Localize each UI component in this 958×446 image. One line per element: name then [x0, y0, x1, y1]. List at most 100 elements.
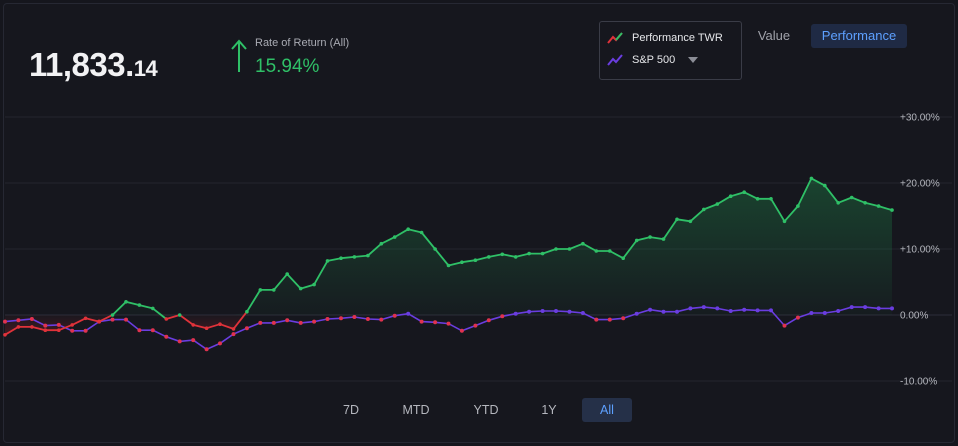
sp500-point	[312, 319, 317, 324]
performance-point	[124, 300, 128, 304]
performance-line-segment	[702, 203, 719, 211]
sp500-point	[755, 308, 760, 313]
performance-line-segment	[125, 300, 141, 307]
performance-line-segment	[850, 196, 866, 204]
sp500-point	[298, 320, 303, 325]
sp500-point	[863, 305, 868, 310]
performance-point	[151, 306, 155, 311]
performance-point	[688, 219, 693, 224]
performance-line-segment	[770, 197, 786, 223]
performance-line-segment	[219, 323, 235, 330]
performance-line-segment	[783, 205, 799, 223]
sp500-point	[70, 328, 75, 333]
performance-line-segment	[823, 184, 840, 204]
performance-line-segment	[245, 288, 262, 313]
sp500-point	[459, 328, 464, 333]
performance-point	[191, 323, 195, 327]
sp500-point	[191, 338, 196, 343]
sp500-point	[218, 341, 222, 346]
performance-line-segment	[568, 242, 584, 250]
performance-point	[540, 251, 545, 256]
performance-point	[57, 328, 61, 333]
performance-line-segment	[30, 325, 47, 332]
legend-item-performance[interactable]: Performance TWR	[607, 30, 723, 46]
sp500-point	[594, 317, 599, 322]
performance-point	[16, 325, 21, 329]
sp500-point	[486, 318, 491, 323]
sp500-point	[715, 306, 720, 311]
performance-line-segment	[434, 248, 450, 267]
performance-line-segment	[380, 236, 396, 245]
performance-line-segment	[272, 273, 289, 291]
portfolio-value-cents: 14	[133, 56, 158, 81]
performance-point	[339, 256, 343, 261]
range-button-1y[interactable]: 1Y	[541, 403, 557, 417]
rate-of-return-label: Rate of Return (All)	[255, 37, 350, 49]
performance-point	[379, 241, 384, 246]
sp500-point	[795, 315, 800, 320]
sp500-point	[433, 320, 438, 325]
sp500-point	[728, 309, 733, 313]
sp500-point	[124, 317, 128, 322]
range-button-all[interactable]: All	[582, 398, 632, 422]
sp500-point	[325, 317, 330, 321]
range-button-mtd[interactable]: MTD	[402, 403, 430, 417]
performance-point	[285, 272, 290, 276]
performance-line-segment	[71, 317, 87, 326]
range-button-ytd[interactable]: YTD	[473, 403, 499, 417]
performance-line-segment	[4, 325, 20, 336]
performance-point	[661, 237, 666, 241]
sp500-point	[137, 328, 142, 333]
sp500-point	[339, 316, 343, 321]
performance-point	[702, 207, 706, 212]
sp500-point	[809, 311, 814, 315]
performance-point	[406, 227, 411, 231]
performance-point	[366, 253, 370, 258]
y-tick-label: 0.00%	[900, 311, 928, 322]
performance-line-segment	[98, 314, 114, 323]
sp500-point	[258, 320, 263, 325]
performance-point	[634, 238, 639, 243]
sp500-point	[554, 309, 558, 313]
performance-line-segment	[366, 242, 383, 257]
sp500-point	[513, 311, 518, 316]
performance-point	[608, 249, 612, 253]
range-button-7d[interactable]: 7D	[343, 403, 359, 417]
performance-line-segment	[192, 323, 208, 330]
chevron-down-icon[interactable]	[688, 57, 698, 63]
performance-point	[581, 241, 585, 246]
sp500-point	[446, 321, 451, 326]
performance-line-segment	[608, 250, 625, 260]
performance-point	[890, 208, 894, 212]
performance-point	[487, 255, 491, 259]
sp500-point	[849, 305, 854, 310]
sp500-point	[271, 320, 276, 325]
legend-item-sp500[interactable]: S&P 500	[607, 52, 675, 68]
performance-point	[164, 317, 169, 321]
sp500-point	[164, 334, 169, 339]
sp500-point	[177, 339, 182, 344]
performance-point	[473, 258, 478, 263]
sp500-point	[607, 317, 612, 322]
performance-point	[137, 303, 142, 307]
performance-line-segment	[622, 239, 638, 260]
performance-point	[392, 235, 397, 239]
performance-line-segment	[743, 191, 759, 200]
y-tick-label: +10.00%	[900, 245, 940, 256]
sp500-point	[473, 323, 478, 328]
sp500-point	[3, 319, 7, 324]
performance-point	[796, 204, 800, 208]
performance-point	[621, 256, 625, 261]
portfolio-value: 11,833.14	[29, 46, 158, 84]
portfolio-value-main: 11,833.	[29, 46, 134, 83]
value-toggle-button[interactable]: Value	[757, 28, 791, 43]
performance-toggle-button[interactable]: Performance	[811, 24, 907, 48]
performance-point	[715, 202, 720, 206]
performance-line-segment	[501, 253, 517, 258]
performance-line-segment	[447, 261, 463, 267]
performance-line-segment	[57, 323, 74, 332]
sp500-point	[769, 308, 773, 313]
performance-point	[809, 176, 814, 181]
legend[interactable]: Performance TWR S&P 500	[599, 21, 742, 80]
